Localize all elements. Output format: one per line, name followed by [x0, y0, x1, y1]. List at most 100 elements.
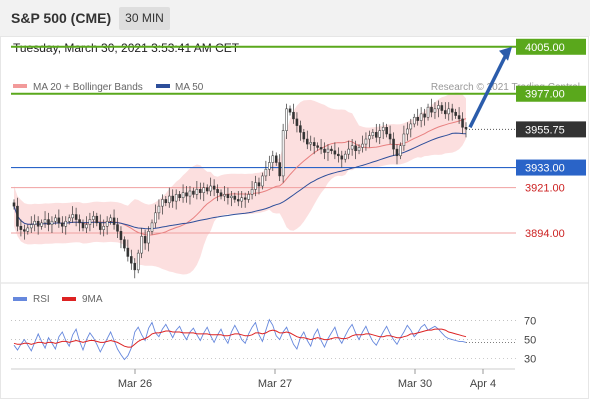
forecast-arrow-shaft: [468, 53, 508, 129]
x-tick-label: Apr 4: [470, 378, 496, 390]
candle-down: [457, 115, 461, 120]
candle-down: [112, 217, 116, 225]
candle-down: [23, 229, 26, 232]
candle-down: [16, 205, 19, 227]
candle-up: [64, 220, 68, 227]
candle-down: [464, 127, 468, 130]
candle-down: [57, 217, 61, 224]
candle-up: [350, 145, 354, 150]
candle-up: [309, 142, 313, 145]
main-legend: MA 20 + Bollinger Bands MA 50: [13, 82, 204, 93]
candle-up: [161, 199, 164, 207]
candle-up: [447, 108, 451, 115]
candle-up: [71, 214, 74, 219]
rsi-legend-swatch: [13, 297, 27, 301]
current-price-label: 3955.75: [525, 124, 565, 136]
chart-frame: [0, 36, 589, 399]
candle-up: [147, 231, 150, 244]
candle-down: [123, 239, 126, 249]
candle-down: [116, 224, 119, 232]
candle-down: [126, 247, 130, 257]
candle-down: [330, 148, 333, 152]
candle-up: [378, 130, 382, 138]
candle-up: [240, 197, 244, 202]
candle-down: [133, 262, 137, 271]
candle-down: [212, 185, 216, 190]
candle-up: [105, 220, 109, 227]
candle-up: [399, 145, 402, 157]
candle-down: [337, 153, 340, 157]
candle-up: [209, 185, 212, 192]
candle-down: [319, 147, 323, 150]
candle-up: [85, 224, 88, 229]
candle-down: [454, 111, 457, 116]
bollinger-bands: [14, 92, 466, 275]
candle-up: [136, 252, 140, 271]
candle-up: [40, 222, 43, 227]
ma50-legend-swatch: [156, 84, 170, 88]
candle-up: [326, 148, 330, 153]
candle-up: [268, 162, 271, 170]
candle-up: [92, 215, 95, 220]
forecast-arrow: [468, 46, 512, 129]
candle-down: [323, 148, 326, 153]
candle-down: [288, 108, 292, 113]
candle-down: [205, 187, 209, 192]
support-label: 3933.00: [525, 163, 565, 175]
candle-down: [185, 192, 188, 197]
candle-down: [19, 226, 23, 230]
candle-up: [402, 133, 406, 146]
candle-down: [423, 113, 426, 118]
x-tick-label: Mar 30: [398, 378, 432, 390]
candle-up: [285, 108, 288, 131]
minor-level-label: 3894.00: [525, 228, 565, 240]
candle-up: [174, 194, 178, 202]
resistance-tag: [516, 85, 586, 102]
timestamp: Tuesday, March 30, 2021 3:53:41 AM CET: [13, 41, 240, 55]
candle-up: [254, 182, 257, 190]
candle-up: [271, 155, 275, 163]
interval-badge[interactable]: 30 MIN: [119, 7, 170, 30]
candle-up: [250, 189, 254, 195]
candle-down: [440, 105, 444, 111]
candle-up: [409, 123, 413, 130]
ma50-legend-label: MA 50: [175, 82, 204, 93]
candle-down: [395, 148, 399, 157]
candle-down: [299, 125, 302, 133]
candle-up: [88, 219, 92, 225]
candle-down: [243, 197, 247, 200]
candle-up: [381, 127, 385, 131]
candle-down: [98, 222, 102, 230]
candle-down: [81, 222, 85, 229]
minor-level-label: 3921.00: [525, 183, 565, 195]
candle-up: [433, 108, 437, 113]
rsi-panel: 70 50 30: [11, 316, 536, 366]
candle-down: [316, 145, 319, 148]
candle-up: [33, 220, 36, 225]
candle-up: [419, 113, 423, 121]
rsi-tick-label: 50: [524, 335, 536, 347]
rsi-legend-label: RSI: [33, 294, 50, 305]
candle-up: [154, 212, 157, 224]
candle-down: [216, 189, 219, 193]
candle-up: [406, 128, 409, 135]
candle-down: [354, 145, 357, 152]
price-levels: [11, 45, 516, 234]
candle-up: [29, 224, 33, 229]
candle-down: [61, 222, 64, 227]
candle-up: [157, 205, 161, 214]
rsi-tick-label: 70: [524, 316, 536, 328]
candle-down: [36, 220, 40, 227]
rsi-ma-legend-swatch: [62, 297, 76, 301]
candle-down: [302, 132, 306, 140]
candle-down: [74, 214, 78, 220]
candle-up: [223, 194, 226, 197]
candle-down: [392, 138, 395, 150]
candle-down: [306, 138, 309, 145]
candle-down: [171, 195, 174, 202]
candle-down: [219, 192, 223, 197]
candle-down: [295, 118, 299, 126]
candle-up: [43, 219, 47, 224]
candle-down: [385, 127, 388, 135]
